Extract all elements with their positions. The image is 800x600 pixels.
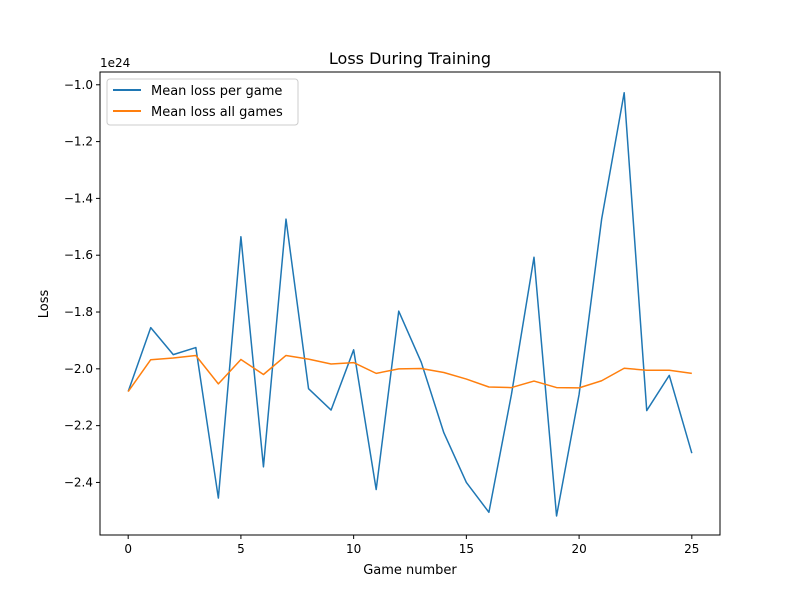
x-tick-label: 15 [459, 542, 474, 556]
legend-label-per-game: Mean loss per game [151, 84, 282, 99]
plot-lines [127, 91, 693, 517]
y-tick-label: −2.2 [64, 419, 93, 433]
x-tick-label: 25 [684, 542, 699, 556]
chart-title: Loss During Training [329, 49, 491, 68]
x-axis-ticks: 0 5 10 15 20 25 [124, 535, 699, 556]
y-axis-ticks: −2.4 −2.2 −2.0 −1.8 −1.6 −1.4 −1.2 −1.0 [64, 78, 100, 489]
series-line-0 [127, 91, 693, 517]
legend: Mean loss per game Mean loss all games [106, 78, 299, 126]
y-tick-label: −2.0 [64, 362, 93, 376]
y-tick-label: −2.4 [64, 475, 93, 489]
y-tick-label: −1.2 [64, 135, 93, 149]
y-tick-label: −1.4 [64, 191, 93, 205]
y-axis-label: Loss [37, 290, 52, 319]
legend-label-all-games: Mean loss all games [151, 105, 283, 120]
x-tick-label: 5 [237, 542, 245, 556]
y-tick-label: −1.8 [64, 305, 93, 319]
x-tick-label: 20 [571, 542, 586, 556]
x-tick-label: 0 [124, 542, 132, 556]
series-line-1 [127, 354, 692, 392]
y-tick-label: −1.0 [64, 78, 93, 92]
axes-frame [99, 71, 721, 536]
y-axis-offset-label: 1e24 [100, 56, 130, 70]
y-tick-label: −1.6 [64, 248, 93, 262]
legend-box [106, 78, 299, 126]
x-axis-label: Game number [363, 563, 457, 578]
x-tick-label: 10 [346, 542, 361, 556]
